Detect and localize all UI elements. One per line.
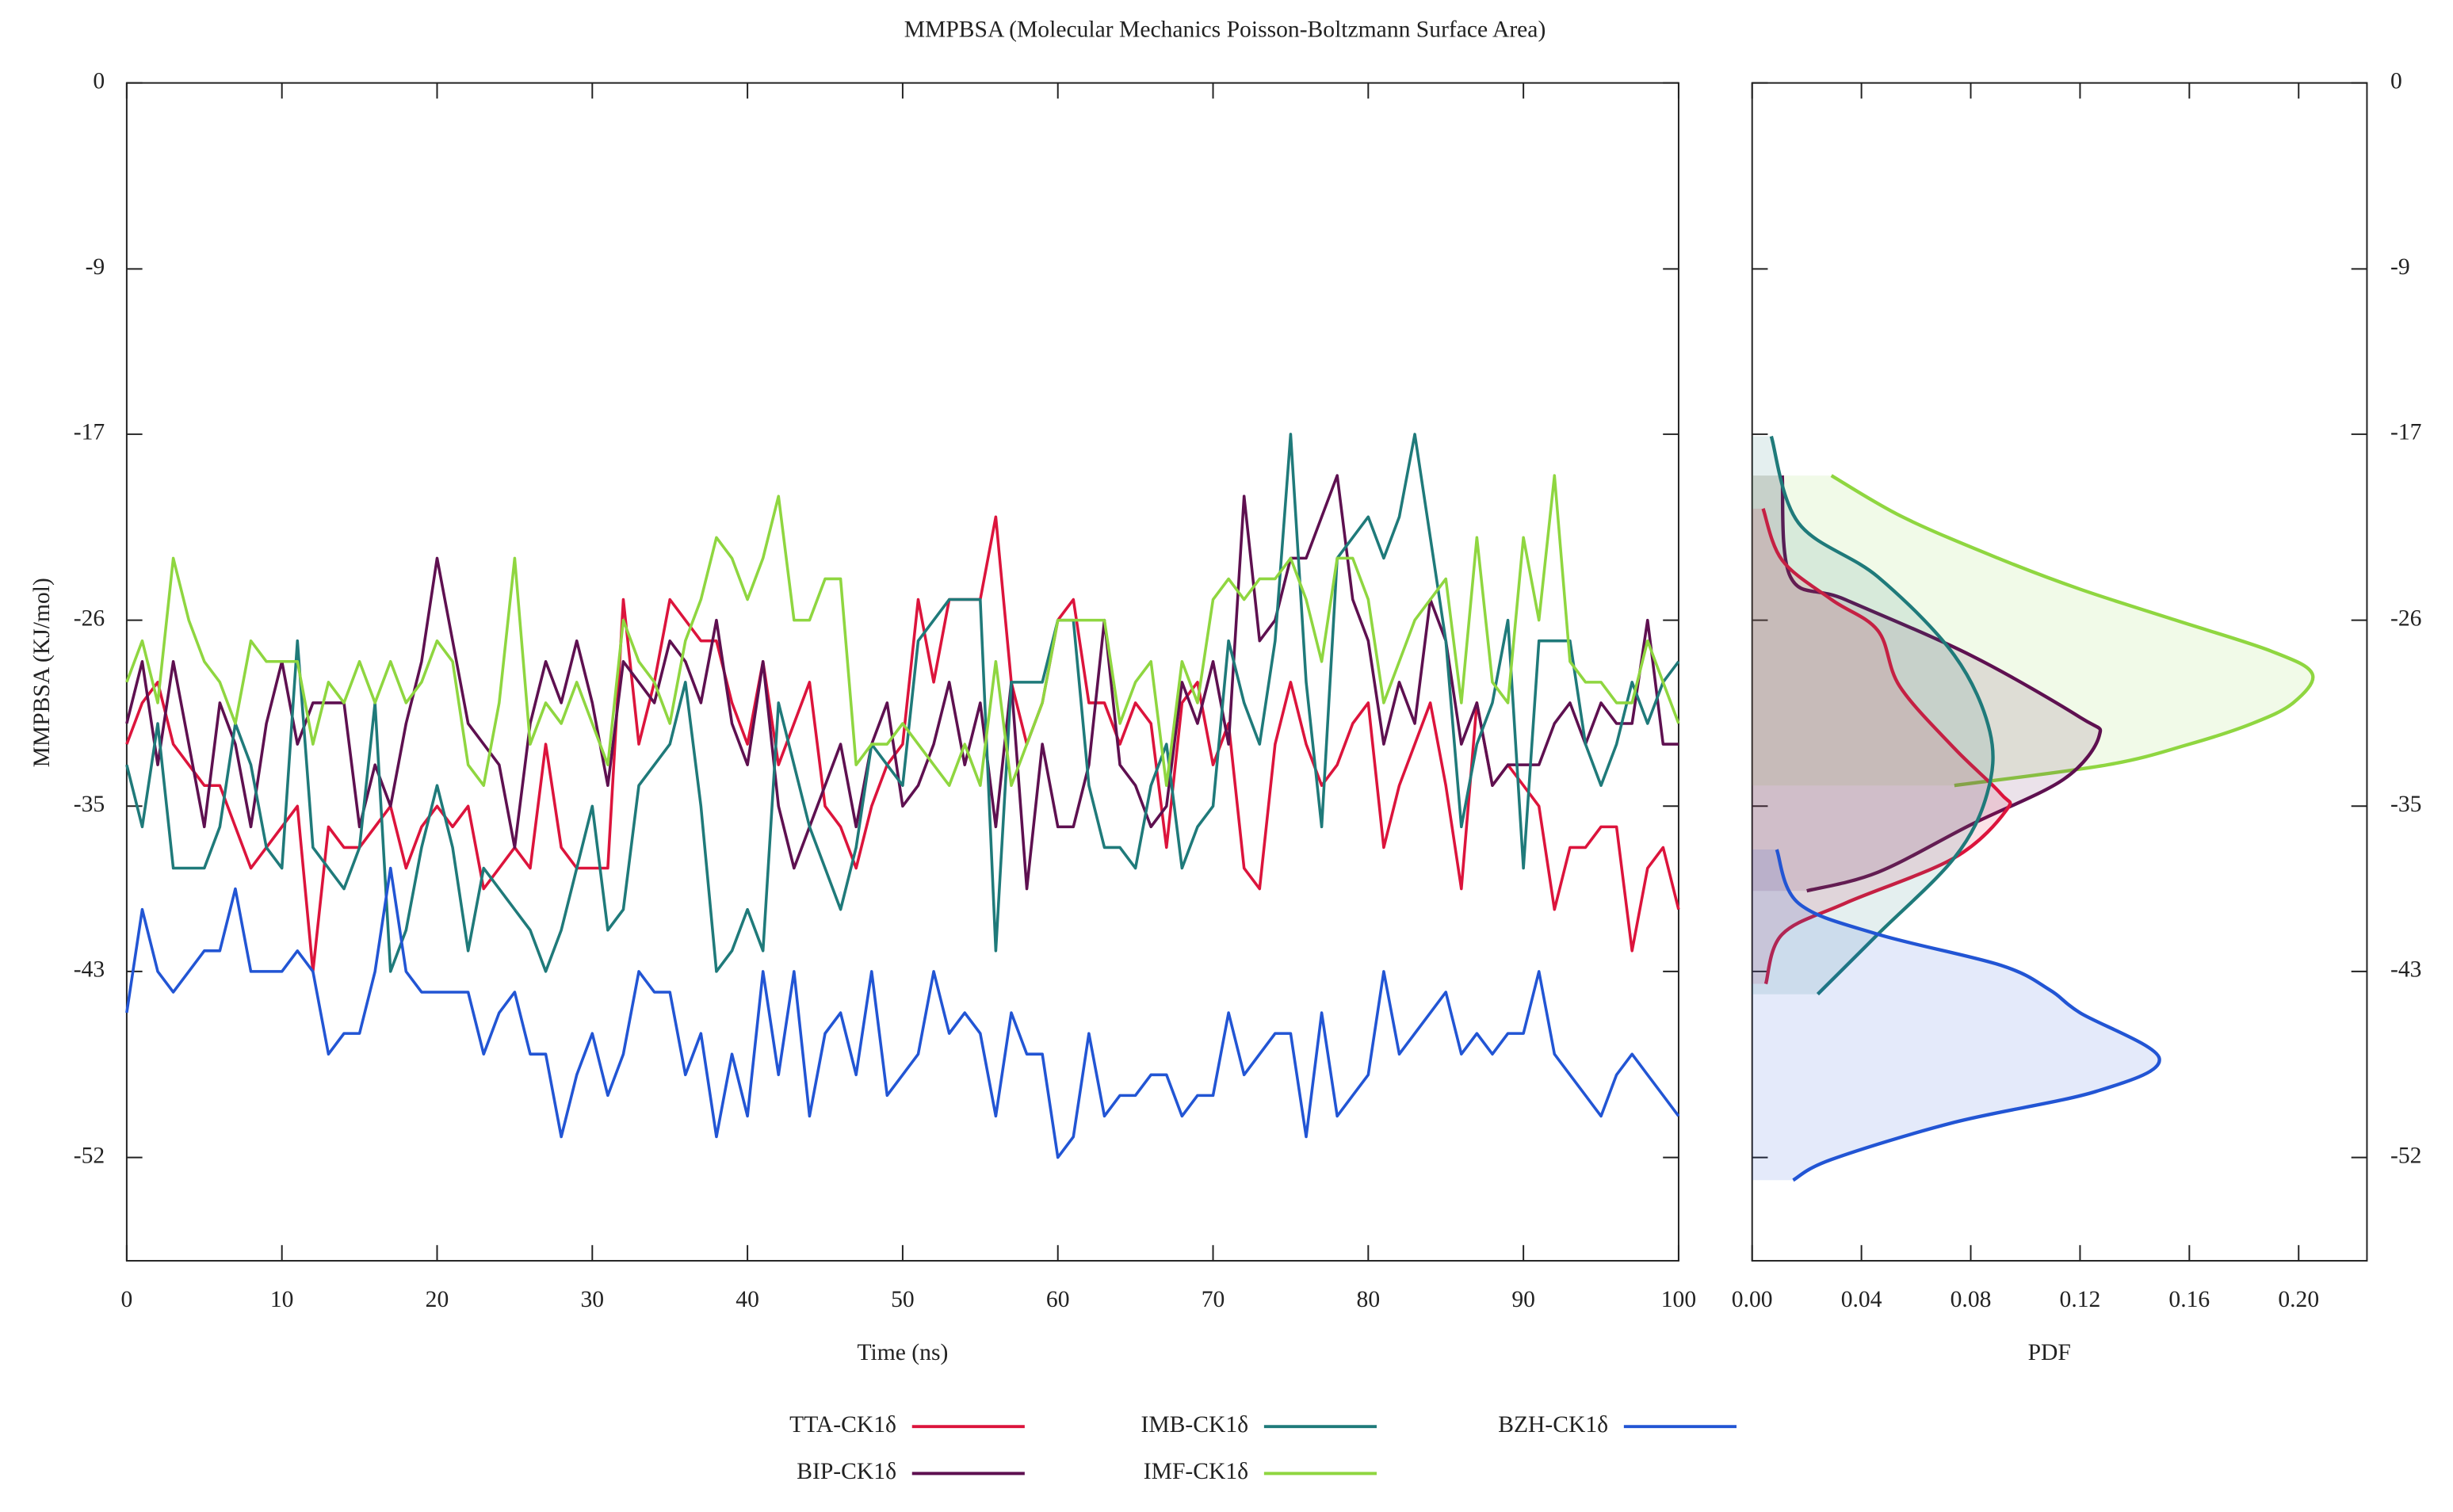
x-tick-label: 0.04 [1841, 1287, 1882, 1312]
y-tick-label: -52 [2390, 1143, 2421, 1168]
legend-label: IMB-CK1δ [1141, 1412, 1249, 1438]
legend-label: BZH-CK1δ [1498, 1412, 1608, 1438]
x-axis-label: Time (ns) [857, 1340, 948, 1365]
legend-label: TTA-CK1δ [789, 1412, 896, 1438]
x-tick-label: 20 [426, 1287, 449, 1312]
series-line [125, 515, 1680, 973]
x-tick-label: 0.08 [1951, 1287, 1992, 1312]
pdf-axis-label: PDF [2028, 1340, 2071, 1365]
y-tick-label: -17 [74, 420, 105, 445]
x-tick-label: 50 [891, 1287, 915, 1312]
x-tick-label: 30 [581, 1287, 605, 1312]
y-tick-label: -35 [74, 792, 105, 817]
y-tick-label: -9 [2390, 254, 2410, 280]
x-tick-label: 0.20 [2278, 1287, 2319, 1312]
x-tick-label: 80 [1357, 1287, 1381, 1312]
pdf-frame [1751, 82, 2368, 1262]
y-tick-label: 0 [93, 68, 105, 94]
y-tick-label: -43 [74, 957, 105, 983]
x-tick-label: 90 [1511, 1287, 1535, 1312]
series-line [125, 433, 1680, 973]
pdf-curve [1780, 475, 2103, 893]
x-tick-label: 0.16 [2168, 1287, 2210, 1312]
x-tick-label: 0.00 [1732, 1287, 1773, 1312]
series-line [125, 866, 1680, 1159]
legend-label: BIP-CK1δ [797, 1459, 896, 1484]
x-tick-label: 0.12 [2060, 1287, 2101, 1312]
y-tick-label: -43 [2390, 957, 2421, 983]
series-line [125, 474, 1680, 788]
pdf-curve [1761, 508, 2012, 985]
y-tick-label: -26 [2390, 605, 2421, 631]
pdf-area [1752, 475, 2101, 892]
y-tick-label: 0 [2390, 68, 2402, 94]
y-tick-label: -17 [2390, 420, 2421, 445]
pdf-curve [1769, 435, 1995, 996]
x-tick-label: 0 [120, 1287, 132, 1312]
pdf-area [1752, 508, 2011, 984]
x-tick-label: 60 [1046, 1287, 1070, 1312]
pdf-curve [1775, 849, 2161, 1182]
chart-title: MMPBSA (Molecular Mechanics Poisson-Bolt… [904, 17, 1546, 42]
y-tick-label: -9 [86, 254, 105, 280]
pdf-area [1752, 475, 2314, 786]
x-tick-label: 70 [1202, 1287, 1225, 1312]
pdf-area [1752, 850, 2160, 1181]
legend-label: IMF-CK1δ [1144, 1459, 1248, 1484]
pdf-area [1752, 436, 1993, 995]
y-tick-label: -26 [74, 605, 105, 631]
x-tick-label: 100 [1661, 1287, 1696, 1312]
y-tick-label: -35 [2390, 792, 2421, 817]
pdf-curve [1830, 474, 2315, 788]
x-tick-label: 10 [270, 1287, 294, 1312]
x-tick-label: 40 [736, 1287, 759, 1312]
series-line [125, 474, 1679, 891]
y-axis-label: MMPBSA (KJ/mol) [29, 578, 55, 767]
y-tick-label: -52 [74, 1143, 105, 1168]
